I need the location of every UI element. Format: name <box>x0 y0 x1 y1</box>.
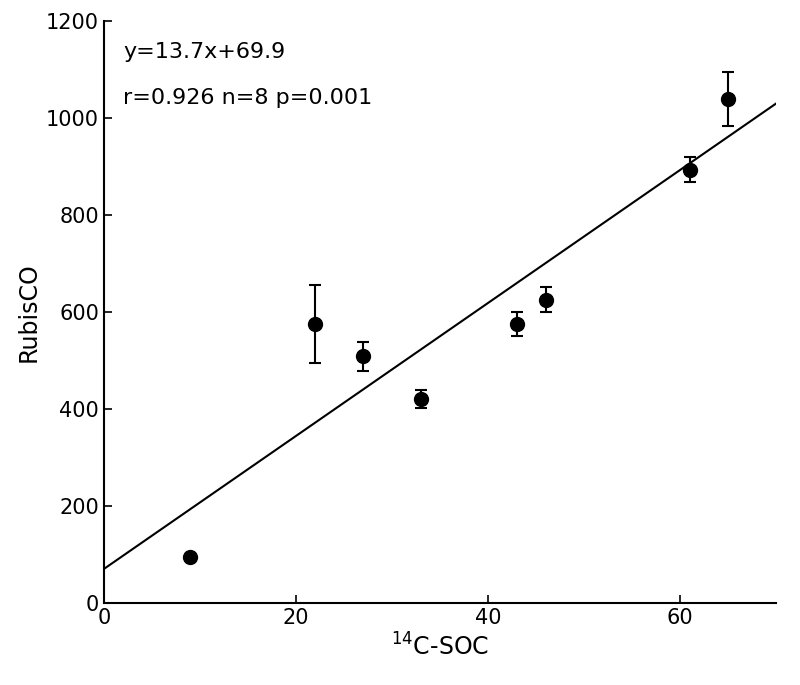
X-axis label: $^{14}$C-SOC: $^{14}$C-SOC <box>391 633 489 660</box>
Text: r=0.926 n=8 p=0.001: r=0.926 n=8 p=0.001 <box>123 88 373 108</box>
Text: y=13.7x+69.9: y=13.7x+69.9 <box>123 42 286 62</box>
Y-axis label: RubisCO: RubisCO <box>17 262 41 362</box>
